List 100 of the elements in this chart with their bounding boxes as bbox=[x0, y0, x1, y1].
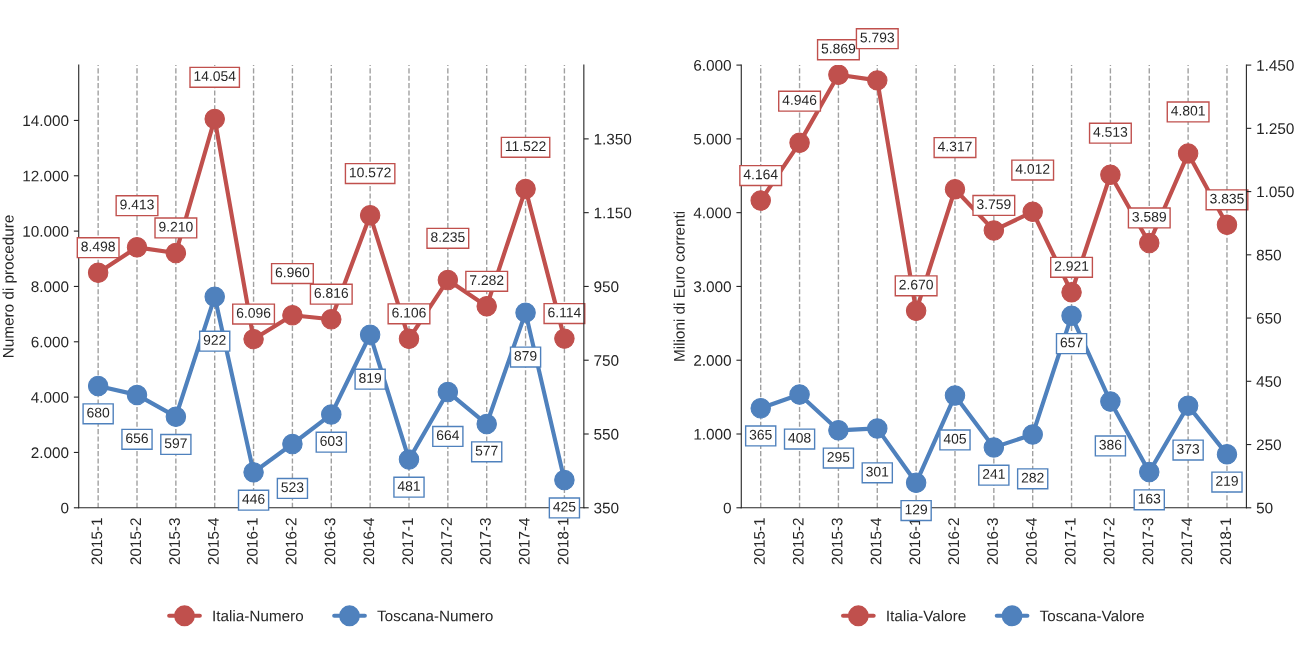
data-label: 879 bbox=[514, 350, 537, 361]
x-tick-label: 2016-1 bbox=[909, 518, 921, 565]
y2-tick-label: 550 bbox=[594, 428, 619, 440]
x-tick-label: 2015-1 bbox=[753, 518, 765, 565]
point bbox=[789, 132, 810, 154]
y-tick-label: 0 bbox=[61, 502, 69, 514]
point bbox=[515, 178, 536, 200]
data-label: 4.164 bbox=[743, 169, 778, 180]
point bbox=[944, 385, 966, 406]
point bbox=[1177, 395, 1199, 416]
data-label: 241 bbox=[982, 469, 1005, 479]
point bbox=[867, 418, 888, 439]
data-label: 3.835 bbox=[1210, 193, 1244, 204]
point bbox=[789, 384, 810, 405]
point bbox=[1100, 391, 1121, 412]
y2-tick-label: 850 bbox=[1256, 249, 1282, 261]
point bbox=[282, 304, 303, 326]
x-tick-label: 2015-2 bbox=[792, 518, 804, 565]
point bbox=[1061, 305, 1082, 327]
y-tick-label: 2.000 bbox=[31, 447, 69, 459]
y-tick-label: 8.000 bbox=[31, 281, 69, 293]
data-label: 9.413 bbox=[120, 199, 154, 210]
y-tick-label: 14.000 bbox=[23, 115, 69, 127]
x-tick-label: 2018-1 bbox=[557, 518, 569, 565]
point bbox=[983, 437, 1005, 458]
data-label: 6.114 bbox=[548, 307, 581, 318]
y-tick-label: 0 bbox=[723, 502, 731, 514]
point bbox=[359, 205, 381, 226]
data-label: 3.759 bbox=[976, 199, 1011, 210]
point bbox=[204, 286, 225, 308]
y-tick-label: 3.000 bbox=[693, 281, 731, 293]
data-label: 819 bbox=[359, 373, 382, 383]
data-label: 4.513 bbox=[1093, 127, 1128, 137]
data-label: 446 bbox=[242, 494, 265, 504]
point bbox=[398, 449, 420, 470]
x-tick-label: 2018-1 bbox=[1220, 518, 1232, 565]
data-label: 4.946 bbox=[782, 95, 817, 105]
point bbox=[554, 328, 575, 349]
point bbox=[87, 375, 109, 397]
data-label: 386 bbox=[1099, 439, 1122, 450]
y-axis-title: Milioni di Euro correnti bbox=[673, 211, 685, 361]
point bbox=[321, 308, 342, 330]
point bbox=[944, 179, 966, 200]
point bbox=[554, 469, 575, 491]
point bbox=[126, 384, 148, 406]
y2-tick-label: 250 bbox=[1256, 439, 1282, 451]
data-label: 219 bbox=[1216, 476, 1238, 486]
point bbox=[867, 70, 888, 91]
point bbox=[437, 269, 459, 291]
data-label: 14.054 bbox=[194, 71, 236, 81]
legend-label: Toscana-Valore bbox=[1039, 610, 1144, 622]
data-label: 2.921 bbox=[1054, 261, 1089, 271]
x-tick-label: 2017-2 bbox=[1103, 518, 1115, 565]
y-axis-title: Numero di procedure bbox=[2, 215, 17, 357]
x-tick-label: 2015-1 bbox=[91, 518, 103, 565]
point bbox=[750, 190, 771, 211]
point bbox=[165, 406, 187, 427]
y2-tick-label: 1.250 bbox=[1257, 123, 1294, 135]
data-label: 163 bbox=[1138, 493, 1161, 504]
x-tick-label: 2017-4 bbox=[518, 517, 530, 565]
legend-label: Italia-Valore bbox=[887, 610, 966, 622]
data-label: 2.670 bbox=[899, 279, 933, 290]
x-tick-label: 2017-1 bbox=[402, 518, 414, 565]
data-label: 481 bbox=[397, 481, 420, 491]
data-label: 4.317 bbox=[937, 141, 972, 152]
data-label: 425 bbox=[553, 501, 576, 512]
y2-tick-label: 650 bbox=[1256, 312, 1282, 324]
data-label: 3.589 bbox=[1132, 211, 1166, 222]
data-label: 6.106 bbox=[392, 307, 426, 318]
x-tick-label: 2015-4 bbox=[208, 517, 219, 565]
data-label: 657 bbox=[1060, 337, 1083, 348]
data-label: 7.282 bbox=[470, 275, 504, 286]
data-label: 523 bbox=[281, 482, 304, 493]
data-label: 365 bbox=[749, 429, 772, 440]
y-tick-label: 6.000 bbox=[694, 59, 731, 71]
y-tick-label: 6.000 bbox=[31, 336, 69, 348]
point bbox=[1216, 214, 1238, 236]
point bbox=[359, 324, 381, 346]
x-tick-label: 2017-3 bbox=[1142, 518, 1154, 565]
data-label: 656 bbox=[126, 433, 148, 444]
data-label: 4.012 bbox=[1015, 164, 1050, 174]
data-label: 11.522 bbox=[505, 141, 546, 152]
x-tick-label: 2016-4 bbox=[363, 517, 375, 565]
data-label: 603 bbox=[320, 436, 343, 446]
x-tick-label: 2017-3 bbox=[479, 518, 491, 565]
y2-tick-label: 1.050 bbox=[1257, 186, 1294, 198]
point bbox=[437, 381, 459, 403]
point bbox=[828, 65, 849, 86]
data-label: 8.235 bbox=[431, 232, 465, 242]
y-tick-label: 2.000 bbox=[694, 355, 731, 366]
point bbox=[476, 296, 497, 317]
point bbox=[1139, 232, 1160, 254]
point bbox=[750, 397, 771, 419]
y2-tick-label: 1.150 bbox=[594, 207, 632, 219]
data-label: 301 bbox=[866, 466, 889, 477]
point bbox=[1061, 282, 1082, 303]
x-tick-label: 2015-3 bbox=[169, 518, 180, 565]
point bbox=[321, 404, 342, 425]
point bbox=[515, 302, 536, 323]
point bbox=[983, 220, 1005, 241]
